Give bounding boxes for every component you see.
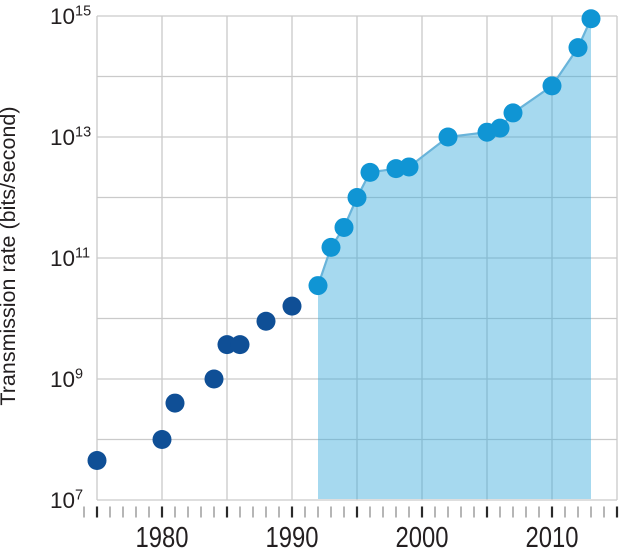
data-point-light-blue-points-1999 [399,157,419,177]
data-point-dark-blue-points-1975 [87,450,107,470]
x-axis-tick-label-2000: 2000 [396,522,449,554]
grid-layer [96,15,618,501]
y-axis-tick-label-1e15: 1015 [50,4,91,30]
data-point-dark-blue-points-1984 [204,369,224,389]
data-point-light-blue-points-2006 [490,118,510,138]
y-axis-tick-label-1e7: 107 [50,488,83,514]
data-point-dark-blue-points-1988 [256,311,276,331]
y-axis-tick-label-1e9: 109 [50,367,83,393]
x-axis-ticks [83,506,619,518]
data-point-dark-blue-points-1980 [152,430,172,449]
data-point-light-blue-points-2013 [581,9,601,29]
data-point-light-blue-points-2007 [503,103,523,123]
data-point-light-blue-points-1996 [360,162,380,182]
data-point-light-blue-points-2010 [542,76,562,96]
x-axis-tick-label-2010: 2010 [526,522,579,554]
data-point-light-blue-points-1993 [321,237,341,257]
y-axis-tick-label-1e13: 1013 [50,125,91,151]
x-axis-tick-label-1990: 1990 [266,522,319,554]
y-axis-tick-label-1e11: 1011 [50,246,90,272]
data-point-light-blue-points-1994 [334,217,354,237]
data-point-dark-blue-points-1990 [282,296,302,316]
data-point-dark-blue-points-1986 [230,335,250,355]
data-point-dark-blue-points-1981 [165,393,185,413]
y-axis-title: Transmission rate (bits/second) [0,106,20,405]
data-point-dark-blue-points-1985 [217,335,237,355]
data-point-light-blue-points-2002 [438,127,458,147]
data-point-light-blue-points-1992 [308,276,328,296]
points-layer [87,9,601,470]
x-axis-tick-label-1980: 1980 [136,522,189,554]
axis-labels: 1980 1990 2000 2010 1015 1013 1011 109 107 [50,4,579,554]
data-point-light-blue-points-2012 [568,38,588,58]
data-point-light-blue-points-1995 [347,188,367,207]
area-fill [318,18,591,499]
